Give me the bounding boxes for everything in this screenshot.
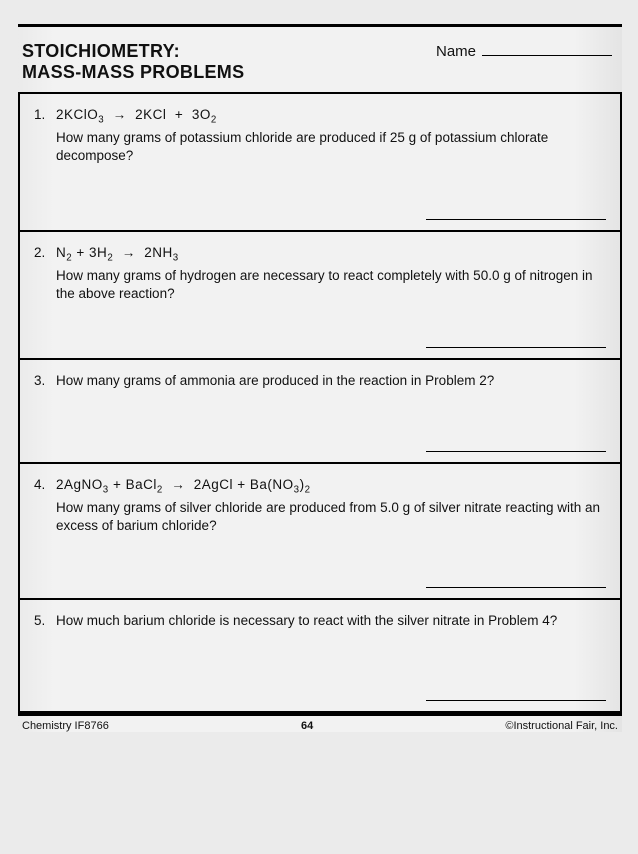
- problem-number: 2.: [34, 244, 56, 303]
- problem-body: How much barium chloride is necessary to…: [56, 612, 606, 630]
- question-text: How many grams of potassium chloride are…: [56, 129, 606, 165]
- problem-body: 2AgNO3 + BaCl2 → 2AgCl + Ba(NO3)2 How man…: [56, 476, 606, 535]
- answer-blank-line[interactable]: [426, 451, 606, 452]
- header: STOICHIOMETRY: MASS-MASS PROBLEMS Name: [18, 41, 622, 92]
- footer-left: Chemistry IF8766: [22, 720, 109, 732]
- problem-number: 3.: [34, 372, 56, 390]
- problems-container: 1.2KClO3 → 2KCl + 3O2 How many grams of p…: [18, 92, 622, 713]
- problem-number: 1.: [34, 106, 56, 165]
- problem-body: 2KClO3 → 2KCl + 3O2 How many grams of pot…: [56, 106, 606, 165]
- problem-2: 2.N2 + 3H2 → 2NH3 How many grams of hydro…: [20, 232, 620, 360]
- footer: Chemistry IF8766 64 ©Instructional Fair,…: [18, 716, 622, 732]
- problem-3: 3.How many grams of ammonia are produced…: [20, 360, 620, 464]
- footer-right: ©Instructional Fair, Inc.: [505, 720, 618, 732]
- answer-blank-line[interactable]: [426, 700, 606, 701]
- answer-blank-line[interactable]: [426, 587, 606, 588]
- problem-number: 5.: [34, 612, 56, 630]
- question-text: How much barium chloride is necessary to…: [56, 612, 606, 630]
- answer-blank-line[interactable]: [426, 347, 606, 348]
- title-line-1: STOICHIOMETRY:: [22, 41, 436, 62]
- name-field: Name: [436, 41, 618, 60]
- question-text: How many grams of hydrogen are necessary…: [56, 267, 606, 303]
- problem-5: 5.How much barium chloride is necessary …: [20, 600, 620, 713]
- question-text: How many grams of ammonia are produced i…: [56, 372, 606, 390]
- top-rule: [18, 24, 622, 27]
- problem-body: N2 + 3H2 → 2NH3 How many grams of hydroge…: [56, 244, 606, 303]
- question-text: How many grams of silver chloride are pr…: [56, 499, 606, 535]
- footer-page-number: 64: [301, 720, 313, 732]
- problem-4: 4.2AgNO3 + BaCl2 → 2AgCl + Ba(NO3)2 How m…: [20, 464, 620, 600]
- problem-1: 1.2KClO3 → 2KCl + 3O2 How many grams of p…: [20, 94, 620, 232]
- answer-blank-line[interactable]: [426, 219, 606, 220]
- title-block: STOICHIOMETRY: MASS-MASS PROBLEMS: [22, 41, 436, 82]
- equation: N2 + 3H2 → 2NH3: [56, 244, 606, 262]
- name-label: Name: [436, 43, 476, 60]
- problem-body: How many grams of ammonia are produced i…: [56, 372, 606, 390]
- title-line-2: MASS-MASS PROBLEMS: [22, 62, 436, 83]
- problem-number: 4.: [34, 476, 56, 535]
- equation: 2KClO3 → 2KCl + 3O2: [56, 106, 606, 124]
- worksheet-page: STOICHIOMETRY: MASS-MASS PROBLEMS Name 1…: [18, 24, 622, 732]
- equation: 2AgNO3 + BaCl2 → 2AgCl + Ba(NO3)2: [56, 476, 606, 494]
- name-blank-line[interactable]: [482, 42, 612, 56]
